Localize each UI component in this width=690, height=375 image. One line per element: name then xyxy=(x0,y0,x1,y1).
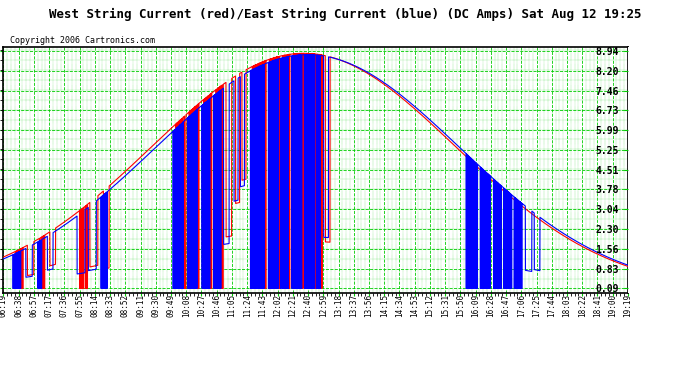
Text: 14:34: 14:34 xyxy=(395,294,404,317)
Text: 12:59: 12:59 xyxy=(319,294,328,317)
Text: 08:52: 08:52 xyxy=(121,294,130,317)
Text: 08:14: 08:14 xyxy=(90,294,99,317)
Text: 11:24: 11:24 xyxy=(243,294,252,317)
Text: 13:18: 13:18 xyxy=(334,294,343,317)
Text: 09:30: 09:30 xyxy=(151,294,160,317)
Text: 12:21: 12:21 xyxy=(288,294,297,317)
Text: 09:11: 09:11 xyxy=(136,294,145,317)
Text: 16:47: 16:47 xyxy=(502,294,511,317)
Text: 17:44: 17:44 xyxy=(547,294,556,317)
Text: 15:31: 15:31 xyxy=(441,294,450,317)
Text: 10:08: 10:08 xyxy=(181,294,190,317)
Text: 15:12: 15:12 xyxy=(426,294,435,317)
Text: 17:25: 17:25 xyxy=(532,294,541,317)
Text: 08:33: 08:33 xyxy=(106,294,115,317)
Text: 12:02: 12:02 xyxy=(273,294,282,317)
Text: 06:19: 06:19 xyxy=(0,294,8,317)
Text: 17:06: 17:06 xyxy=(517,294,526,317)
Text: 07:17: 07:17 xyxy=(45,294,54,317)
Text: 06:38: 06:38 xyxy=(14,294,23,317)
Text: 19:19: 19:19 xyxy=(623,294,633,317)
Text: 18:22: 18:22 xyxy=(578,294,586,317)
Text: 19:00: 19:00 xyxy=(608,294,617,317)
Text: 11:05: 11:05 xyxy=(228,294,237,317)
Text: 18:41: 18:41 xyxy=(593,294,602,317)
Text: 07:55: 07:55 xyxy=(75,294,84,317)
Text: 13:37: 13:37 xyxy=(349,294,358,317)
Text: 14:53: 14:53 xyxy=(410,294,419,317)
Text: 16:09: 16:09 xyxy=(471,294,480,317)
Text: 07:36: 07:36 xyxy=(60,294,69,317)
Text: 13:56: 13:56 xyxy=(364,294,373,317)
Text: 09:49: 09:49 xyxy=(166,294,175,317)
Text: West String Current (red)/East String Current (blue) (DC Amps) Sat Aug 12 19:25: West String Current (red)/East String Cu… xyxy=(49,8,641,21)
Text: 11:43: 11:43 xyxy=(258,294,267,317)
Text: 12:40: 12:40 xyxy=(304,294,313,317)
Text: 10:46: 10:46 xyxy=(213,294,221,317)
Text: 15:50: 15:50 xyxy=(456,294,465,317)
Text: 16:28: 16:28 xyxy=(486,294,495,317)
Text: 14:15: 14:15 xyxy=(380,294,388,317)
Text: 06:57: 06:57 xyxy=(30,294,39,317)
Text: 18:03: 18:03 xyxy=(562,294,571,317)
Text: 10:27: 10:27 xyxy=(197,294,206,317)
Text: Copyright 2006 Cartronics.com: Copyright 2006 Cartronics.com xyxy=(10,36,155,45)
